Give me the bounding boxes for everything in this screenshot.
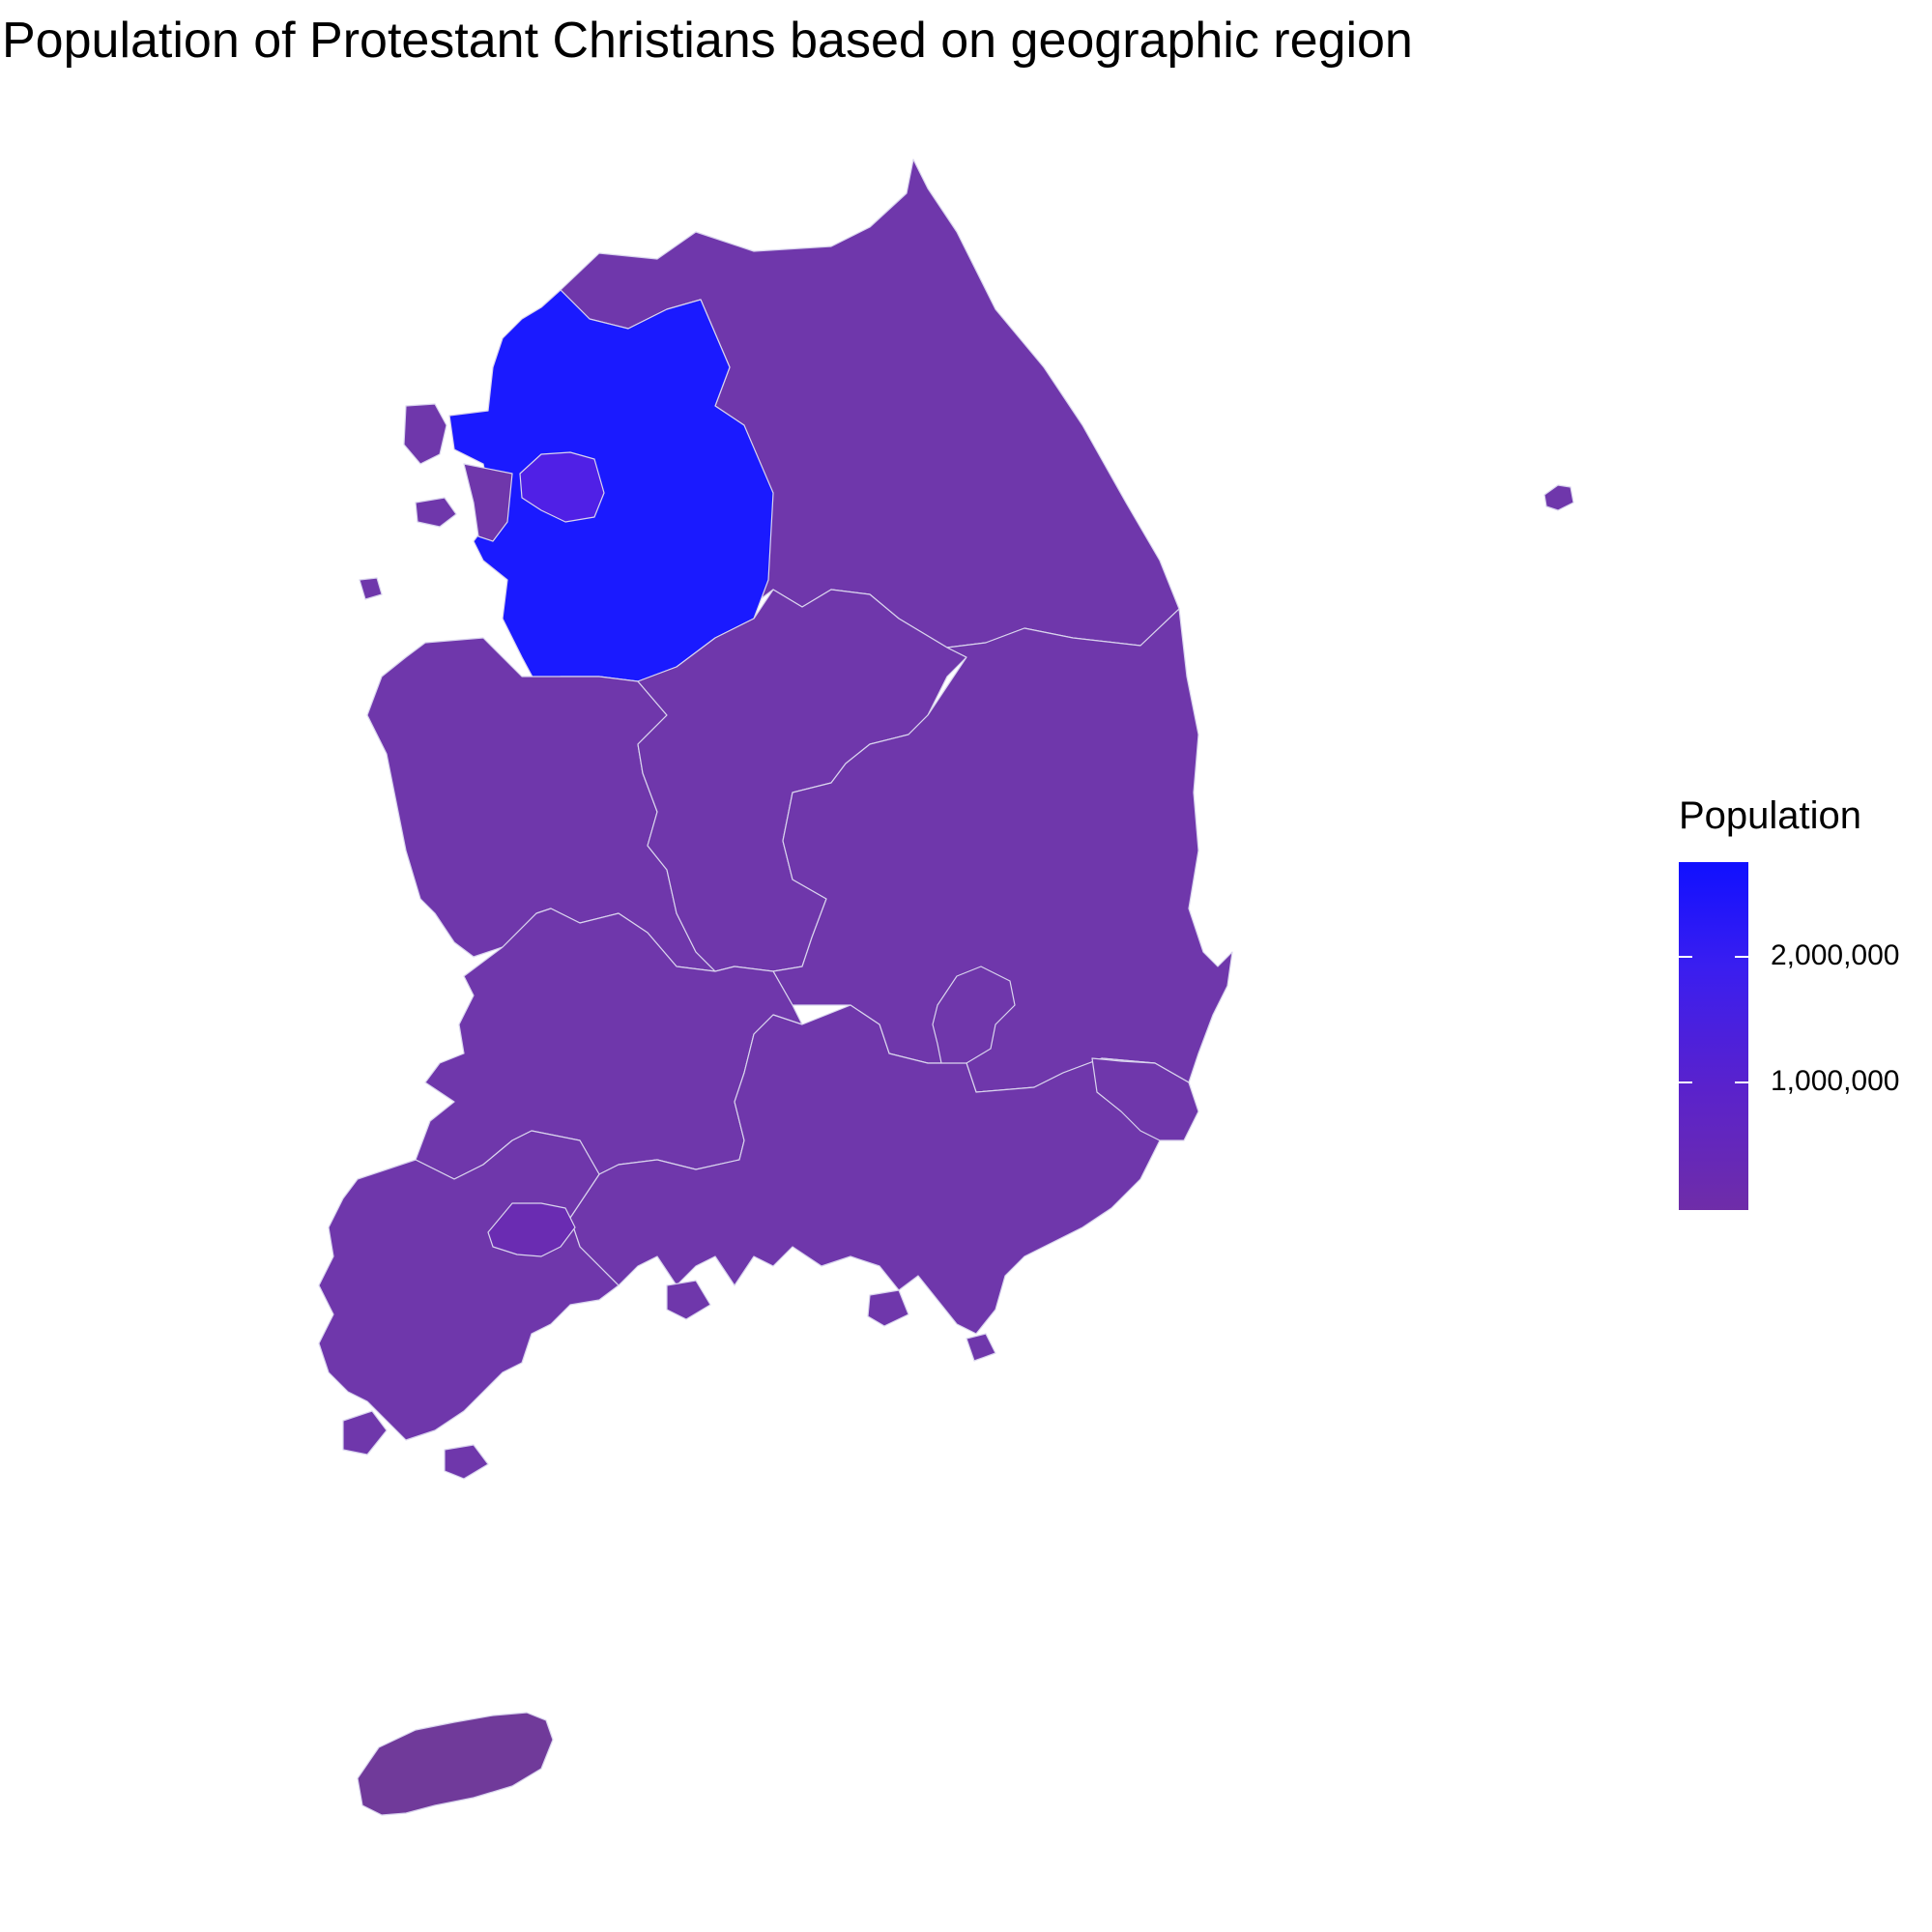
region-jeonnam[interactable] [318, 1130, 620, 1441]
region-daegu[interactable] [932, 966, 1016, 1069]
legend-tick-2m-left [1679, 956, 1692, 958]
region-seoul[interactable] [519, 451, 605, 523]
island-south-3 [666, 1280, 711, 1320]
region-busan-ulsan[interactable] [1091, 1057, 1199, 1141]
legend-tick-1m-left [1679, 1081, 1692, 1083]
region-gyeongnam[interactable] [569, 1004, 1190, 1335]
legend-tick-1m-right [1735, 1081, 1748, 1083]
island-west-3 [359, 577, 383, 600]
island-south-1 [342, 1410, 388, 1456]
legend-title: Population [1679, 794, 1862, 837]
region-gwangju[interactable] [487, 1202, 576, 1257]
region-incheon[interactable] [463, 463, 513, 542]
legend-color-bar [1679, 862, 1748, 1210]
chart-title: Population of Protestant Christians base… [2, 13, 1413, 69]
legend-label-1m: 1,000,000 [1771, 1065, 1900, 1097]
region-ulleungdo [1543, 484, 1574, 511]
island-west-1 [403, 403, 447, 465]
legend-tick-2m-right [1735, 956, 1748, 958]
island-west-2 [415, 497, 457, 528]
region-jeju[interactable] [357, 1712, 554, 1816]
island-south-2 [444, 1444, 489, 1480]
legend-label-2m: 2,000,000 [1771, 939, 1900, 971]
region-gyeonggi[interactable] [448, 289, 774, 685]
island-south-5 [966, 1333, 996, 1362]
island-south-4 [867, 1289, 909, 1327]
